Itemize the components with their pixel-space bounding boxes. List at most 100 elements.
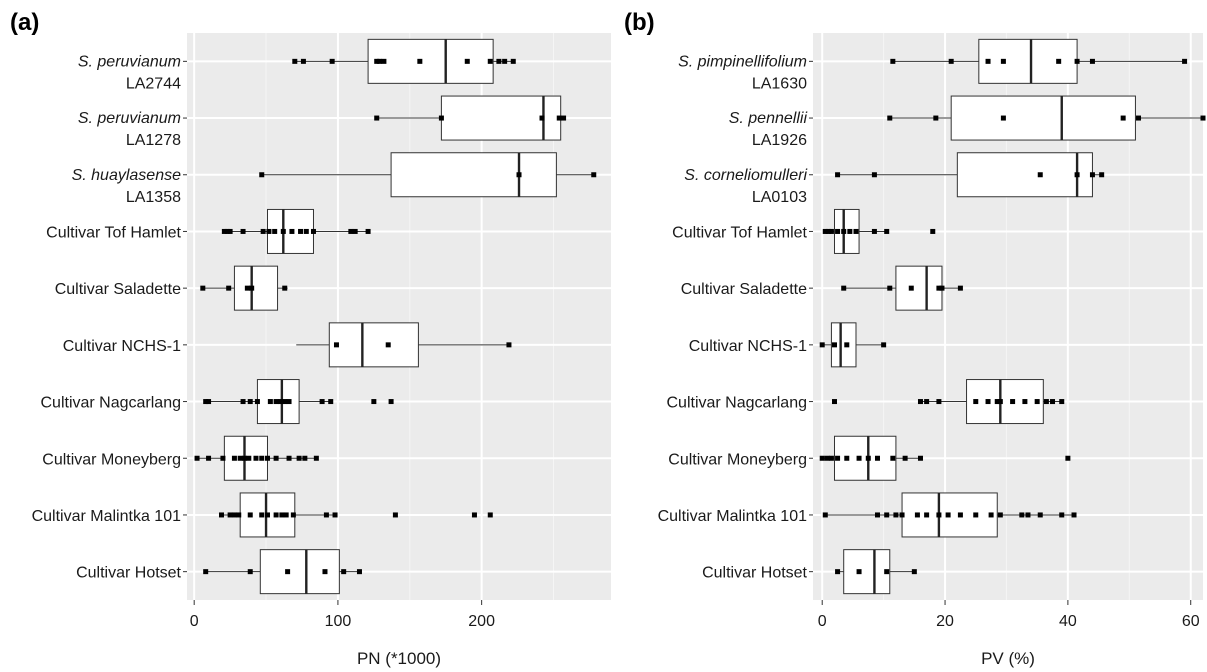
data-point <box>282 399 288 405</box>
data-point <box>246 455 252 461</box>
data-point <box>924 399 930 405</box>
data-point <box>948 58 954 64</box>
category-label: S. pennellii <box>729 110 808 127</box>
data-point <box>303 228 309 234</box>
data-point <box>240 399 246 405</box>
box-7 <box>819 435 1071 481</box>
data-point <box>825 228 831 234</box>
data-point <box>1025 512 1031 518</box>
data-point <box>356 569 362 575</box>
box-3 <box>221 208 371 254</box>
data-point <box>1037 172 1043 178</box>
data-point <box>914 512 920 518</box>
data-point <box>300 58 306 64</box>
category-label: Cultivar Saladette <box>55 281 181 298</box>
data-point <box>911 569 917 575</box>
data-point <box>332 512 338 518</box>
data-point <box>539 115 545 121</box>
data-point <box>374 115 380 121</box>
data-point <box>893 512 899 518</box>
box-iqr <box>233 265 279 311</box>
data-point <box>819 455 825 461</box>
data-point <box>280 228 286 234</box>
data-point <box>1043 399 1049 405</box>
data-point <box>1000 58 1006 64</box>
panel-b: (b) S. pimpinellifolium LA1630 S. pennellii… <box>624 9 1206 668</box>
data-point <box>936 512 942 518</box>
data-point <box>286 399 292 405</box>
data-point <box>510 58 516 64</box>
box-5 <box>819 322 887 368</box>
data-point <box>917 455 923 461</box>
box-4 <box>200 265 288 311</box>
data-point <box>881 342 887 348</box>
data-point <box>381 58 387 64</box>
data-point <box>289 228 295 234</box>
data-point <box>887 285 893 291</box>
data-point <box>329 58 335 64</box>
data-point <box>1089 172 1095 178</box>
category-label: Cultivar Malintka 101 <box>32 508 182 525</box>
data-point <box>1074 172 1080 178</box>
data-point <box>1200 115 1206 121</box>
box-iqr <box>390 152 557 198</box>
data-point <box>841 285 847 291</box>
box-iqr <box>833 435 897 481</box>
data-point <box>1120 115 1126 121</box>
data-point <box>1022 399 1028 405</box>
data-point <box>302 455 308 461</box>
data-point <box>957 512 963 518</box>
data-point <box>853 228 859 234</box>
data-point <box>313 455 319 461</box>
data-point <box>1050 399 1056 405</box>
data-point <box>1065 455 1071 461</box>
data-point <box>290 512 296 518</box>
box-iqr <box>259 549 340 595</box>
data-point <box>285 569 291 575</box>
data-point <box>247 569 253 575</box>
box-2 <box>259 152 597 198</box>
data-point <box>874 455 880 461</box>
category-accession: LA2744 <box>126 75 181 92</box>
data-point <box>328 399 334 405</box>
data-point <box>890 455 896 461</box>
category-accession: LA1630 <box>752 75 807 92</box>
panel-label: (a) <box>10 9 39 36</box>
data-point <box>985 58 991 64</box>
data-point <box>471 512 477 518</box>
box-8 <box>822 492 1077 538</box>
category-label: Cultivar Hotset <box>702 565 807 582</box>
data-point <box>241 455 247 461</box>
data-point <box>828 455 834 461</box>
box-9 <box>835 549 917 595</box>
data-point <box>319 399 325 405</box>
box-4 <box>841 265 963 311</box>
data-point <box>856 455 862 461</box>
data-point <box>296 455 302 461</box>
data-point <box>985 399 991 405</box>
data-point <box>496 58 502 64</box>
data-point <box>236 512 242 518</box>
data-point <box>374 58 380 64</box>
data-point <box>835 228 841 234</box>
data-point <box>206 399 212 405</box>
data-point <box>874 512 880 518</box>
category-accession: LA1926 <box>752 132 807 149</box>
data-point <box>917 399 923 405</box>
panel-a: (a) S. peruvianum LA2744 S. peruvianum LA127… <box>10 9 611 668</box>
data-point <box>1071 512 1077 518</box>
data-point <box>352 228 358 234</box>
data-point <box>887 115 893 121</box>
data-point <box>939 285 945 291</box>
data-point <box>884 228 890 234</box>
category-label: S. peruvianum <box>78 110 181 127</box>
data-point <box>591 172 597 178</box>
category-label: Cultivar Tof Hamlet <box>46 224 181 241</box>
data-point <box>502 58 508 64</box>
data-point <box>260 228 266 234</box>
category-label: Cultivar NCHS-1 <box>689 338 807 355</box>
data-point <box>224 228 230 234</box>
data-point <box>1059 399 1065 405</box>
data-point <box>1074 58 1080 64</box>
